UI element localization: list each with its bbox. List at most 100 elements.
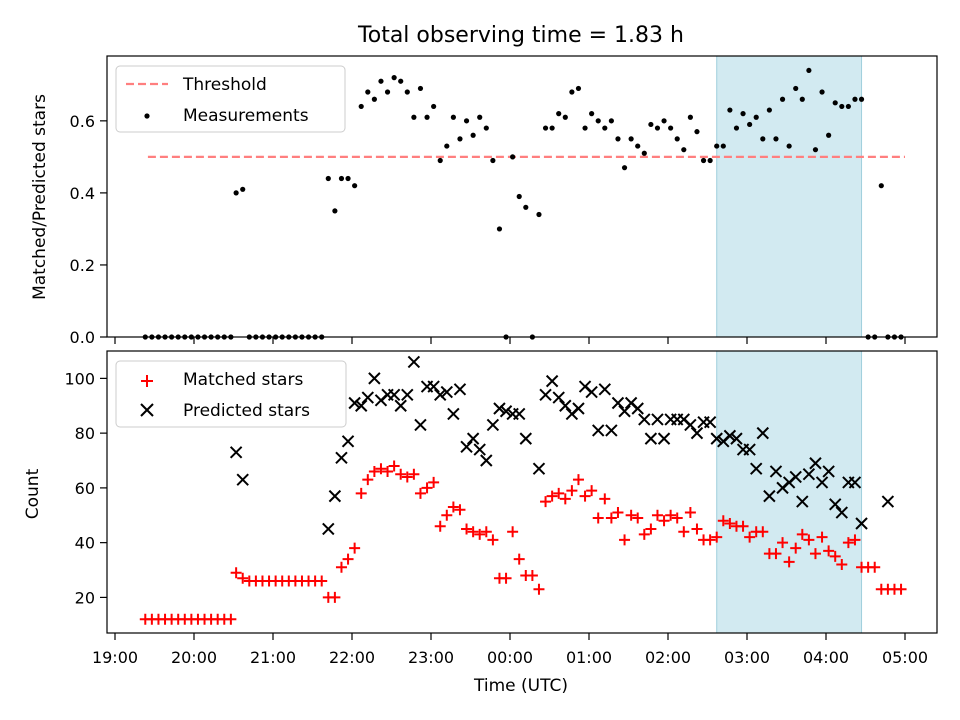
measurement-point [536, 211, 542, 218]
measurement-point [661, 118, 667, 124]
measurement-point [747, 121, 753, 128]
measurement-point [681, 147, 687, 153]
predicted-point [447, 407, 460, 421]
predicted-point [473, 443, 486, 456]
matched-point [638, 528, 650, 540]
measurement-point [240, 186, 246, 192]
measurement-point [391, 75, 397, 81]
measurement-point [786, 143, 792, 149]
bottom-marks [139, 355, 907, 625]
predicted-point [592, 424, 605, 437]
matched-point [461, 523, 473, 535]
matched-point [342, 553, 354, 565]
predicted-point [335, 451, 348, 464]
measurement-point [365, 89, 371, 95]
measurement-point [760, 136, 766, 142]
measurement-point [878, 183, 884, 189]
x-tick-label: 05:00 [882, 648, 928, 667]
legend-matched-swatch [141, 375, 153, 387]
predicted-point [572, 402, 585, 415]
predicted-point [387, 388, 401, 402]
predicted-point [480, 454, 493, 467]
matched-point [592, 512, 604, 524]
legend-measurements-swatch [144, 113, 150, 119]
predicted-point [394, 399, 407, 412]
predicted-point [657, 432, 671, 445]
y-tick-label: 100 [64, 369, 95, 388]
matched-point [632, 512, 644, 524]
measurement-point [450, 114, 456, 120]
matched-point [816, 531, 828, 543]
measurement-point [457, 136, 463, 142]
matched-point [368, 465, 380, 477]
matched-point [619, 534, 631, 546]
predicted-point [710, 432, 723, 445]
bottom-x-axis: 19:00 20:00 21:00 22:00 23:00 00:00 01:00 02:00… [92, 633, 928, 667]
measurement-point [812, 147, 819, 153]
measurement-point [707, 157, 713, 164]
predicted-point [585, 385, 598, 399]
predicted-point [552, 391, 565, 404]
top-x-ticks [114, 337, 906, 344]
measurement-point [694, 129, 700, 135]
y-tick-label: 0.4 [70, 184, 95, 203]
matched-point [658, 515, 670, 527]
bottom-legend: Matched stars Predicted stars [115, 360, 347, 428]
matched-point [744, 531, 756, 543]
y-tick-label: 80 [75, 424, 95, 443]
matched-point [790, 542, 802, 554]
predicted-point [499, 405, 513, 418]
predicted-point [361, 391, 375, 404]
measurement-point [378, 78, 384, 84]
top-y-axis-label: Matched/Predicted stars [30, 94, 50, 300]
matched-point [777, 537, 789, 549]
predicted-point [236, 473, 249, 486]
measurement-point [345, 175, 351, 182]
predicted-point [822, 465, 835, 478]
measurement-point [595, 118, 601, 124]
matched-point [566, 485, 578, 497]
top-plot-frame [106, 55, 938, 338]
matched-point [579, 490, 591, 502]
predicted-point [815, 476, 829, 489]
y-tick-label: 0.0 [70, 328, 95, 347]
x-tick-label: 20:00 [171, 648, 217, 667]
predicted-point [401, 388, 414, 402]
y-tick-label: 60 [75, 479, 95, 498]
measurement-point [233, 190, 239, 196]
matched-point [375, 463, 387, 475]
matched-point [625, 509, 637, 521]
x-tick-label: 23:00 [408, 648, 454, 667]
matched-point [487, 534, 499, 546]
matched-point [842, 537, 854, 549]
matched-point [421, 482, 433, 494]
matched-point [869, 561, 881, 573]
predicted-point [611, 396, 625, 410]
predicted-point [229, 446, 243, 459]
predicted-point [690, 426, 704, 440]
matched-point [467, 526, 479, 538]
measurement-point [496, 226, 503, 232]
measurement-point [490, 157, 496, 164]
measurement-point [575, 85, 582, 92]
predicted-point [618, 405, 631, 418]
matched-point [316, 575, 328, 587]
bottom-panel: 20 40 60 80 100 19:00 20:00 21:00 22:00 23:00 00:… [23, 350, 938, 696]
measurement-point [674, 136, 680, 142]
predicted-point [513, 407, 526, 421]
y-tick-label: 40 [75, 534, 95, 553]
measurement-point [582, 125, 588, 131]
matched-point [355, 487, 367, 499]
matched-point [388, 460, 400, 472]
predicted-point [348, 396, 361, 410]
matched-point [401, 471, 413, 483]
matched-point [507, 526, 519, 538]
predicted-point [743, 443, 756, 456]
matched-point [704, 534, 716, 546]
bottom-shaded-region [716, 350, 863, 634]
predicted-point [532, 462, 546, 475]
measurement-point [819, 89, 825, 95]
matched-point [737, 520, 749, 532]
bottom-plot-frame [106, 350, 938, 634]
